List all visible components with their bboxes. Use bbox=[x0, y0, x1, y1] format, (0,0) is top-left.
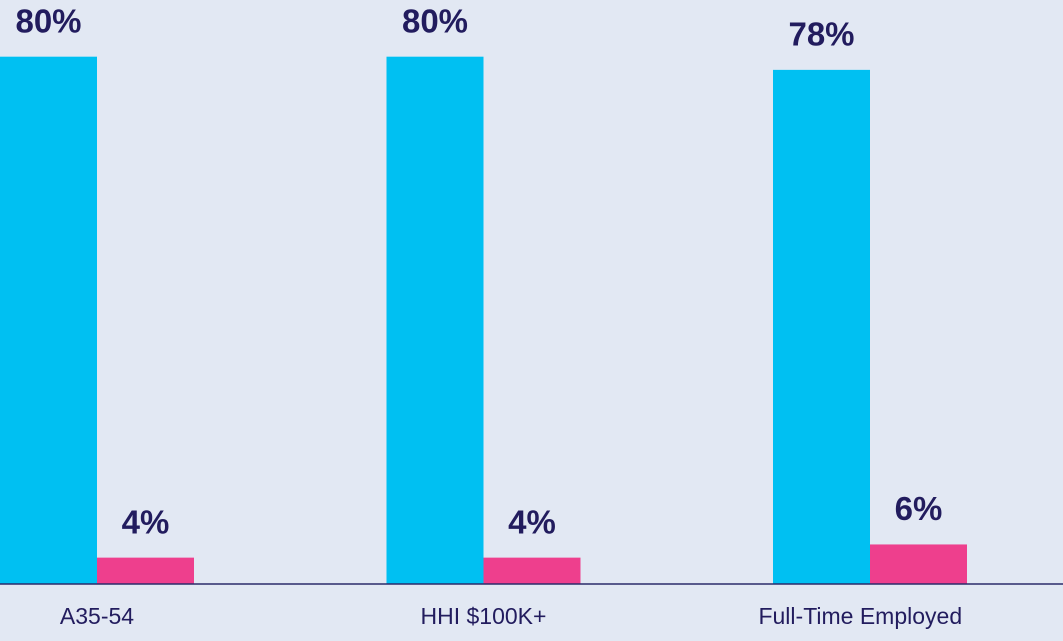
bar bbox=[870, 544, 967, 584]
x-tick-label: HHI $100K+ bbox=[421, 603, 547, 629]
x-tick-label: Full-Time Employed bbox=[758, 603, 962, 629]
value-label: 80% bbox=[402, 2, 468, 39]
bar bbox=[483, 557, 581, 584]
value-label: 78% bbox=[788, 16, 854, 53]
value-label: 6% bbox=[895, 490, 943, 527]
bar bbox=[386, 56, 484, 585]
x-tick-label: A35-54 bbox=[60, 603, 134, 629]
value-label: 4% bbox=[508, 503, 556, 540]
bar bbox=[773, 69, 870, 584]
bar bbox=[0, 56, 97, 585]
value-label: 80% bbox=[15, 2, 81, 39]
bar bbox=[97, 557, 194, 584]
value-label: 4% bbox=[122, 503, 170, 540]
